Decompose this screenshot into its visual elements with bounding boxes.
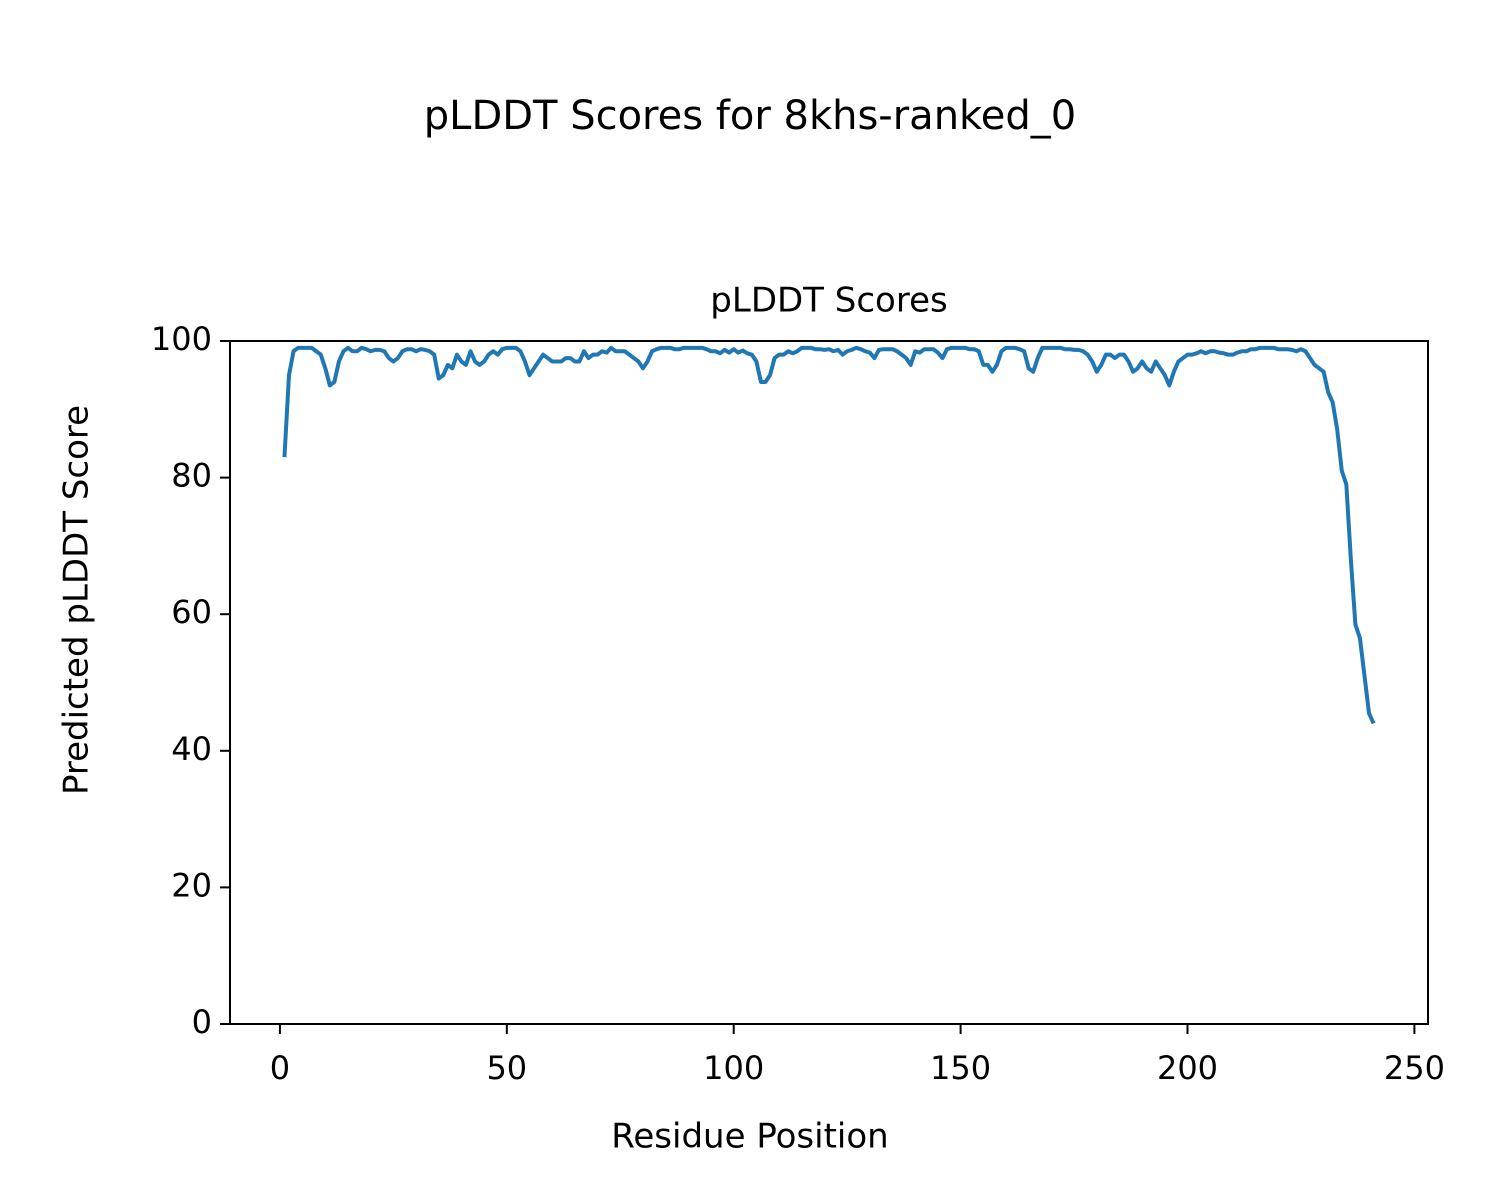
y-tick-label: 100 <box>151 320 212 358</box>
figure-title: pLDDT Scores for 8khs-ranked_0 <box>424 93 1076 139</box>
y-tick-label: 80 <box>171 457 212 495</box>
axes-title: pLDDT Scores <box>710 281 947 321</box>
y-tick-label: 40 <box>171 730 212 768</box>
x-tick-label: 50 <box>486 1049 527 1087</box>
x-tick-label: 150 <box>930 1049 991 1087</box>
y-axis-label: Predicted pLDDT Score <box>57 405 97 795</box>
x-tick-label: 200 <box>1157 1049 1218 1087</box>
plot-frame <box>229 340 1429 1025</box>
y-tick-label: 20 <box>171 866 212 904</box>
y-tick-label: 60 <box>171 593 212 631</box>
data-line <box>282 345 1376 725</box>
x-tick-label: 0 <box>270 1049 290 1087</box>
y-tick-label: 0 <box>192 1003 212 1041</box>
x-tick-label: 100 <box>703 1049 764 1087</box>
x-tick-label: 250 <box>1384 1049 1445 1087</box>
x-axis-label: Residue Position <box>611 1117 888 1157</box>
